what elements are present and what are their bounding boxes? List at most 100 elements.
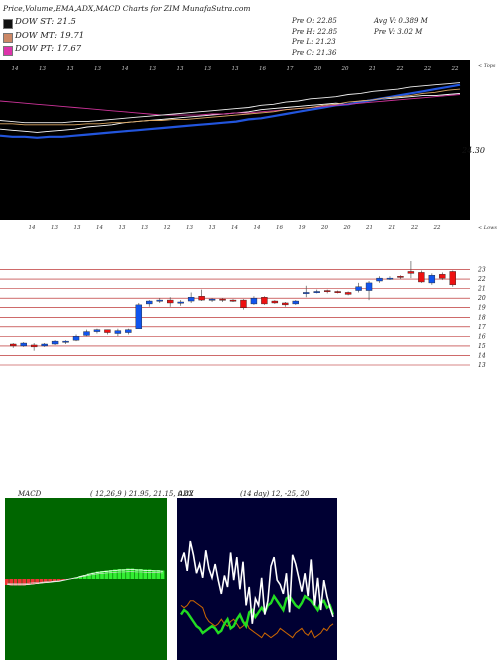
adx-chart — [177, 498, 337, 660]
price-candle — [93, 328, 101, 334]
macd-histogram-bar — [17, 579, 22, 586]
legend-label-mt: DOW MT: 19.71 — [15, 31, 85, 41]
price-candle — [208, 298, 216, 302]
price-candle — [72, 334, 80, 342]
stat-pre-low: Pre L: 21.23 — [292, 38, 336, 46]
adx-params: (14 day) 12, -25, 20 — [240, 490, 310, 498]
price-panel-background — [0, 220, 470, 370]
ema-top-tick-label: 14 — [122, 66, 129, 72]
macd-histogram-bar — [156, 570, 161, 579]
price-top-tick-label: 13 — [186, 225, 193, 231]
price-top-tick-label: 21 — [365, 225, 373, 231]
price-top-tick-label: 19 — [299, 225, 306, 231]
price-top-tick-label: 13 — [141, 225, 148, 231]
macd-histogram-bar — [87, 573, 91, 579]
macd-histogram-bar — [143, 569, 148, 579]
macd-histogram-bar — [117, 569, 122, 579]
adx-plus-di-line — [180, 593, 335, 635]
ema-top-tick-label: 14 — [12, 66, 19, 72]
price-candle — [62, 340, 69, 344]
ema-top-tick-label: 20 — [341, 66, 349, 72]
price-y-tick-label: 15 — [478, 343, 486, 350]
ema-top-tick-label: 17 — [287, 66, 294, 72]
adx-minus-di-line — [180, 600, 334, 639]
price-y-tick-label: 22 — [477, 276, 486, 283]
macd-histogram-bar — [39, 579, 44, 584]
macd-label: MACD — [18, 490, 42, 498]
price-top-tick-label: 20 — [320, 225, 328, 231]
adx-label: ADX — [178, 490, 194, 498]
price-candle — [41, 343, 48, 347]
macd-histogram-bar — [43, 579, 48, 583]
price-candle — [167, 297, 174, 307]
price-candle — [177, 300, 184, 306]
stat-pre-open: Pre O: 22.85 — [292, 17, 337, 25]
ema-top-tick-label: 13 — [177, 66, 184, 72]
macd-histogram-bar — [9, 579, 14, 586]
ema-top-tick-label: 16 — [259, 66, 266, 72]
ema-top-tick-label: 13 — [204, 66, 211, 72]
price-top-tick-label: 13 — [209, 225, 216, 231]
price-candle — [250, 296, 258, 305]
macd-histogram-bar — [61, 579, 65, 581]
price-top-tick-label: 22 — [433, 225, 441, 231]
price-candle — [418, 270, 425, 283]
ema-top-tick-label: 13 — [232, 66, 239, 72]
macd-histogram-bar — [22, 579, 27, 586]
macd-histogram-bar — [35, 579, 39, 584]
legend-item-st: DOW ST: 21.5 — [3, 17, 163, 30]
chart-title: Price,Volume,EMA,ADX,MACD Charts for ZIM… — [3, 4, 251, 13]
macd-histogram-bar — [26, 579, 31, 585]
price-candle — [323, 289, 331, 294]
price-candle — [20, 342, 27, 347]
ema-top-tick-label: 13 — [39, 66, 46, 72]
ema-top-tick-label: 22 — [451, 66, 459, 72]
price-right-label: < Lows — [478, 225, 497, 231]
legend-label-st: DOW ST: 21.5 — [15, 17, 76, 27]
price-top-tick-label: 14 — [29, 225, 36, 231]
ema-series-line-2 — [0, 94, 461, 116]
price-y-tick-label: 17 — [478, 324, 486, 331]
price-y-tick-label: 13 — [478, 362, 486, 369]
price-y-tick-label: 16 — [478, 333, 486, 340]
ema-panel-background — [0, 60, 470, 220]
macd-histogram-bar — [82, 575, 87, 579]
price-candle — [428, 273, 436, 285]
ema-top-tick-label: 13 — [94, 66, 101, 72]
stat-pre-close: Pre C: 21.36 — [292, 49, 337, 57]
price-candle — [156, 298, 163, 303]
price-y-tick-label: 21 — [477, 286, 486, 293]
price-candle — [187, 292, 195, 303]
price-candle — [303, 285, 310, 298]
legend-item-mt: DOW MT: 19.71 — [3, 31, 163, 44]
ema-series-line-3 — [0, 88, 461, 126]
macd-histogram-bar — [56, 579, 61, 582]
macd-histogram-bar — [78, 576, 83, 579]
price-candle — [219, 298, 226, 302]
price-chart: 23 22 21 20 19 18 17 16 15 14 13 14 13 13 14 13 13 12 13 1… — [0, 220, 497, 370]
price-candle — [104, 329, 111, 335]
legend-swatch-pt — [3, 46, 13, 56]
macd-histogram-bar — [100, 571, 104, 579]
price-y-tick-label: 18 — [478, 314, 486, 321]
price-top-tick-label: 16 — [276, 225, 283, 231]
price-candle — [10, 343, 17, 348]
price-candle — [51, 340, 59, 345]
ema-top-tick-label: 13 — [67, 66, 74, 72]
ema-top-tick-label: 22 — [423, 66, 431, 72]
price-top-tick-label: 22 — [410, 225, 418, 231]
macd-signal-line — [7, 571, 163, 584]
ema-top-tick-label: 22 — [396, 66, 404, 72]
price-candle — [365, 281, 373, 301]
price-candle — [439, 272, 446, 281]
macd-histogram-bar — [5, 579, 9, 585]
price-candle — [125, 328, 132, 335]
price-candle — [198, 289, 205, 302]
price-candle — [240, 299, 247, 310]
price-candle — [292, 300, 299, 305]
legend-item-pt: DOW PT: 17.67 — [3, 44, 163, 57]
price-top-tick-label: 14 — [254, 225, 261, 231]
price-candle — [83, 329, 90, 337]
macd-histogram-bar — [134, 569, 139, 579]
price-candle — [344, 291, 352, 296]
